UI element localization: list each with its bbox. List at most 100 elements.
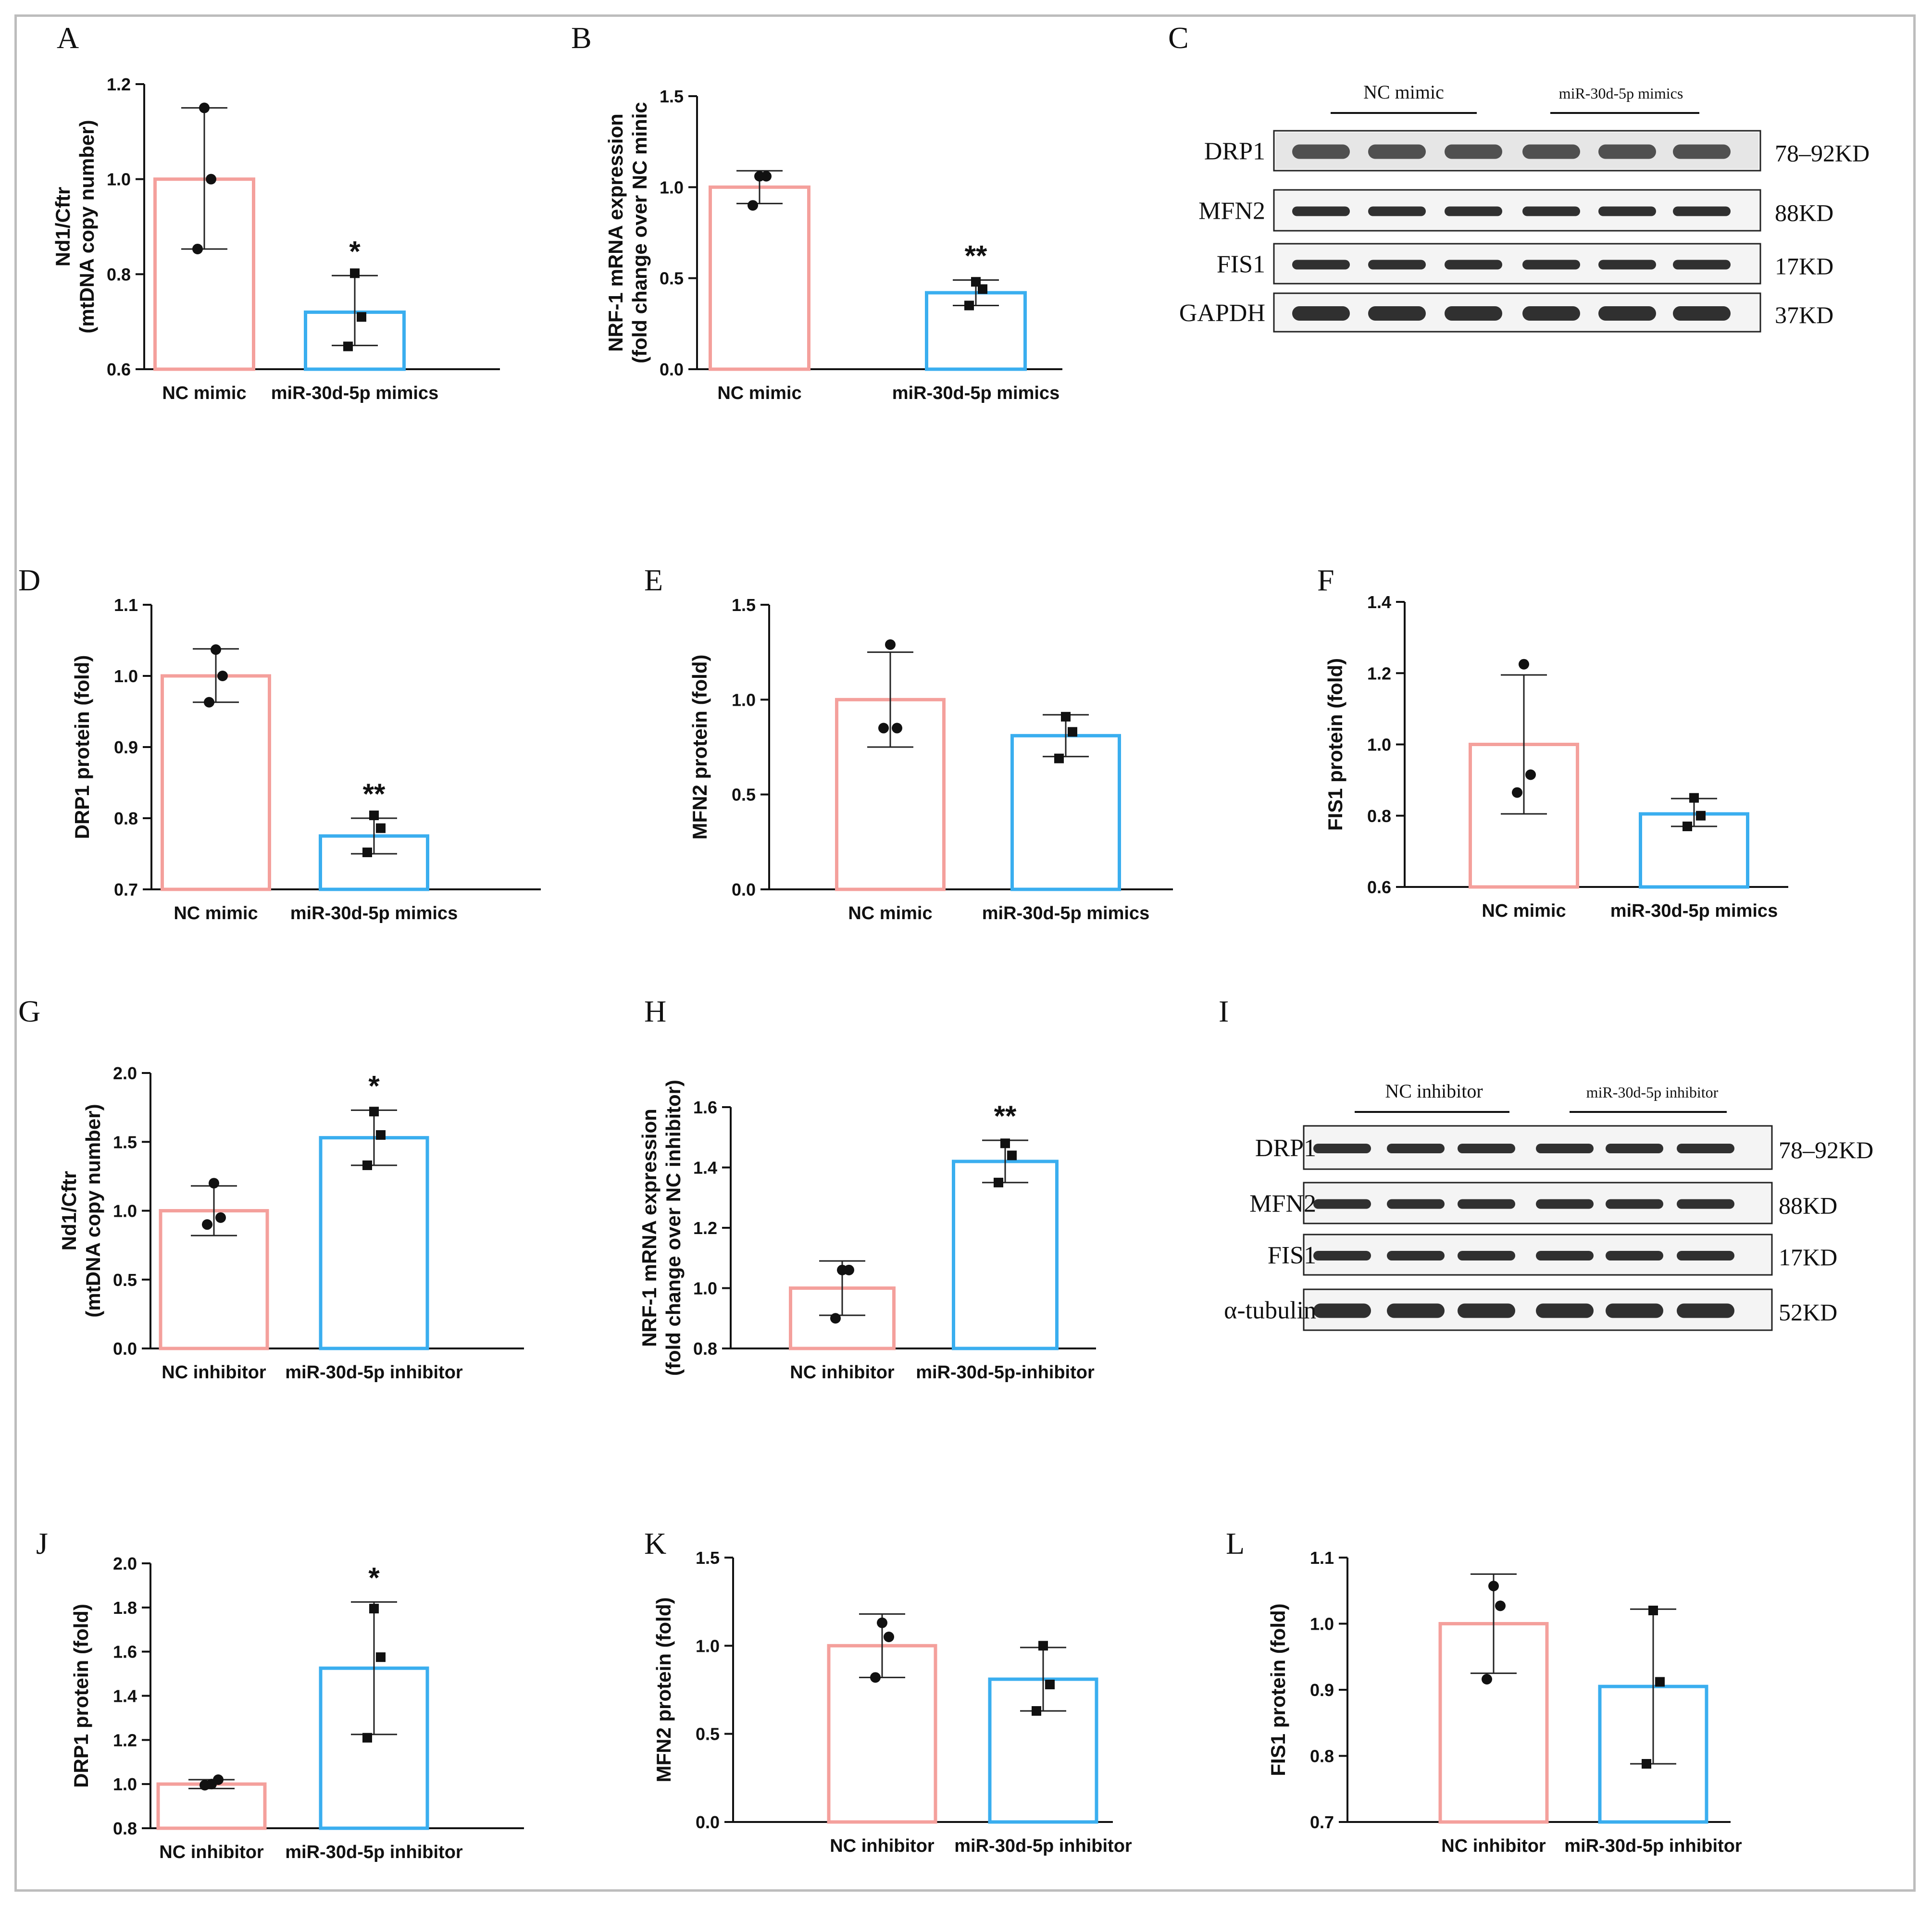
y-tick-label: 0.9 — [1310, 1680, 1334, 1700]
chart-panel-l: L 0.7 0.8 0.9 1.0 1.1 FIS1 protein (fold) NC in… — [1226, 1526, 1742, 1856]
panel-label: A — [57, 21, 79, 55]
chart-panel-d: D 0.7 0.8 0.9 1.0 1.1 DRP1 protein (fold) NC mi… — [18, 563, 541, 923]
blot-band — [1598, 306, 1656, 321]
x-category-label: miR-30d-5p mimics — [271, 383, 438, 403]
blot-band — [1673, 144, 1731, 159]
data-point — [877, 1617, 887, 1628]
y-axis-label: Nd1/Cftr — [51, 187, 74, 267]
blot-band — [1677, 1303, 1734, 1318]
data-point — [209, 1178, 219, 1189]
data-point — [1068, 727, 1077, 737]
data-point — [761, 171, 772, 182]
blot-panel-i: I NC inhibitor miR-30d-5p inhibitor DRP1 78–… — [1219, 994, 1873, 1331]
panel-label: G — [18, 994, 40, 1028]
blot-band — [1673, 306, 1731, 321]
significance-marker: * — [368, 1561, 380, 1594]
data-point — [1495, 1600, 1506, 1611]
x-category-label: NC inhibitor — [1441, 1836, 1546, 1856]
blot-kd-label: 52KD — [1779, 1299, 1837, 1326]
x-category-label: miR-30d-5p-inhibitor — [916, 1362, 1095, 1383]
y-tick-label: 1.0 — [107, 170, 131, 189]
y-tick-label: 1.0 — [660, 177, 684, 197]
significance-marker: ** — [994, 1100, 1017, 1132]
x-category-label: NC mimic — [162, 383, 246, 403]
data-point — [199, 102, 210, 113]
y-tick-label: 0.8 — [114, 809, 138, 828]
data-point — [192, 243, 203, 254]
blot-band — [1368, 144, 1426, 159]
panel-label: L — [1226, 1526, 1245, 1560]
data-point — [1488, 1581, 1499, 1592]
y-tick-label: 1.4 — [1367, 592, 1391, 612]
blot-row-label: MFN2 — [1249, 1190, 1316, 1218]
x-category-label: NC mimic — [717, 383, 801, 403]
bar — [319, 1136, 429, 1350]
blot-kd-label: 17KD — [1775, 253, 1833, 280]
blot-band — [1536, 1144, 1594, 1153]
blot-row-label: MFN2 — [1198, 198, 1265, 225]
y-tick-label: 0.5 — [660, 269, 684, 288]
blot-row-label: FIS1 — [1268, 1242, 1316, 1269]
blot-band — [1368, 206, 1426, 216]
blot-band — [1313, 1303, 1371, 1318]
blot-band — [1536, 1303, 1594, 1318]
blot-kd-label: 88KD — [1775, 200, 1833, 226]
data-point — [369, 1107, 379, 1117]
data-point — [884, 1632, 894, 1642]
y-tick-label: 0.5 — [113, 1270, 137, 1290]
x-category-label: NC inhibitor — [159, 1842, 264, 1862]
data-point — [213, 1774, 224, 1785]
y-axis-label: (mtDNA copy number) — [75, 120, 98, 333]
chart-panel-b: B 0.0 0.5 1.0 1.5 NRF-1 mRNA expression (fold … — [571, 21, 1062, 403]
y-axis-label: MFN2 protein (fold) — [652, 1597, 675, 1783]
data-point — [1482, 1674, 1492, 1684]
blot-band — [1387, 1144, 1445, 1153]
panel-label: H — [644, 994, 666, 1028]
blot-band — [1606, 1303, 1663, 1318]
y-axis-label: (mtDNA copy number) — [82, 1104, 104, 1317]
y-tick-label: 0.6 — [1367, 877, 1391, 897]
data-point — [1007, 1150, 1017, 1160]
y-tick-label: 0.0 — [113, 1339, 137, 1359]
blot-band — [1677, 1144, 1734, 1153]
y-tick-label: 1.0 — [696, 1636, 720, 1656]
data-point — [964, 300, 974, 311]
x-category-label: miR-30d-5p inhibitor — [1564, 1836, 1742, 1856]
y-tick-label: 1.0 — [114, 666, 138, 686]
blot-band — [1536, 1251, 1594, 1260]
data-point — [1689, 793, 1699, 803]
y-tick-label: 1.0 — [693, 1279, 717, 1298]
blot-band — [1387, 1251, 1445, 1260]
blot-group-label: miR-30d-5p inhibitor — [1586, 1084, 1719, 1101]
data-point — [204, 697, 214, 708]
blot-band — [1387, 1199, 1445, 1209]
data-point — [1000, 1138, 1010, 1148]
data-point — [369, 1604, 379, 1614]
significance-marker: ** — [965, 239, 987, 272]
blot-row-label: FIS1 — [1217, 251, 1265, 278]
panel-label: K — [644, 1526, 666, 1560]
y-tick-label: 1.4 — [113, 1686, 137, 1706]
x-category-label: NC inhibitor — [162, 1362, 266, 1383]
blot-row-label: GAPDH — [1179, 299, 1265, 327]
data-point — [215, 1212, 226, 1223]
x-category-label: NC mimic — [174, 903, 258, 923]
data-point — [376, 1652, 386, 1662]
data-point — [357, 312, 366, 322]
panel-label: I — [1219, 994, 1229, 1028]
y-axis-label: DRP1 protein (fold) — [70, 1604, 92, 1788]
y-tick-label: 1.8 — [113, 1598, 137, 1618]
figure-border — [14, 14, 1916, 1892]
data-point — [343, 341, 353, 351]
blot-band — [1677, 1251, 1734, 1260]
y-tick-label: 1.6 — [693, 1098, 717, 1117]
panel-label: J — [36, 1526, 48, 1560]
x-category-label: miR-30d-5p mimics — [1610, 901, 1778, 921]
y-tick-label: 1.1 — [1310, 1548, 1334, 1568]
data-point — [1061, 711, 1071, 722]
y-axis-label: FIS1 protein (fold) — [1324, 658, 1346, 831]
y-tick-label: 0.8 — [107, 264, 131, 284]
x-category-label: miR-30d-5p mimics — [290, 903, 458, 923]
y-tick-label: 0.0 — [696, 1812, 720, 1832]
